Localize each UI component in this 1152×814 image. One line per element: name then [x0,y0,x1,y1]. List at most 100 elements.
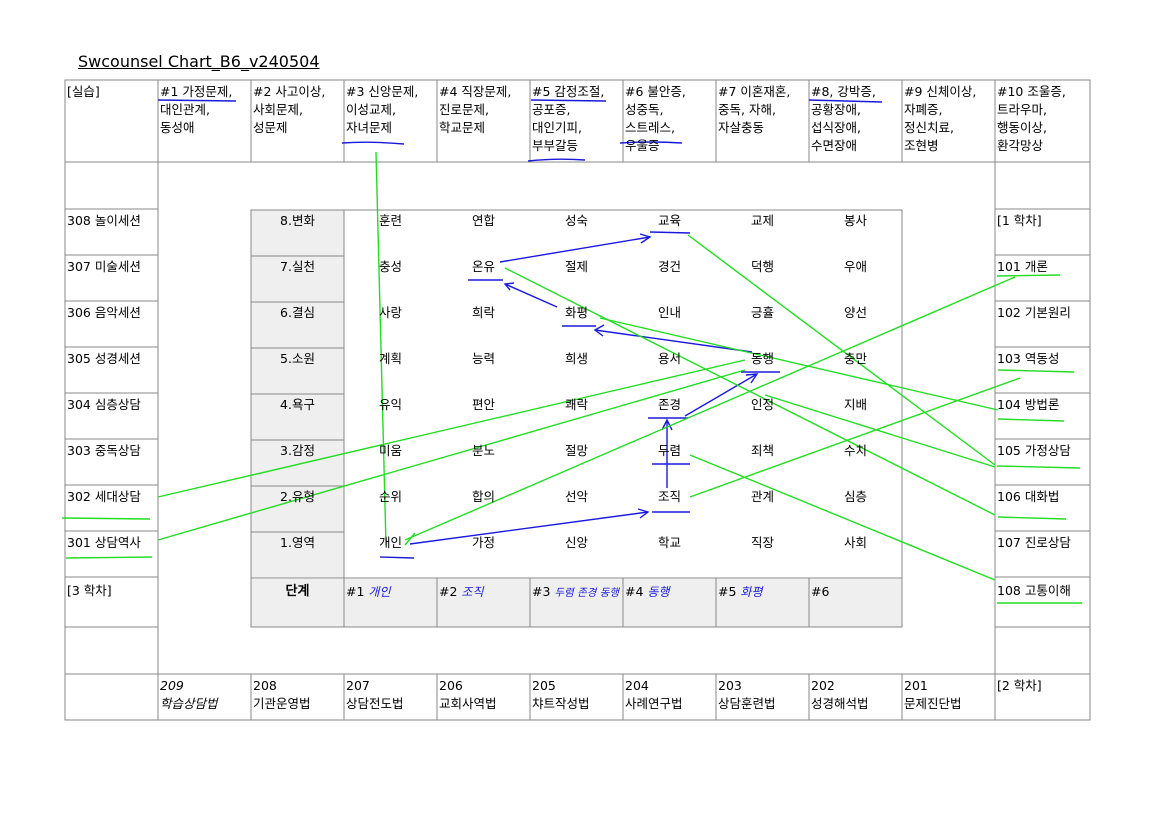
blue-arrows [409,233,759,545]
green-lines [61,151,1082,604]
right-course-104: 104 방법론 [997,397,1060,412]
grid-lines [64,79,1091,721]
stage-2-note: 조직 [461,585,484,599]
bottom-course-203: 203 상담훈련법 [718,678,776,711]
matrix-cell: 선악 [564,489,588,504]
matrix-cell: 성숙 [564,213,588,228]
matrix-cell: 죄책 [750,443,774,458]
matrix-cell: 용서 [657,351,681,366]
matrix-cell: 심층 [843,489,867,504]
stage-3: #3 두렴 존경 동행 [532,584,620,599]
left-course-301: 301 상담역사 [67,535,141,550]
stage-row-shade [251,579,902,627]
matrix-cell: 온유 [471,259,495,274]
blue-underlines [157,99,883,559]
bottom-course-209: 209 학습상담법 [160,678,218,711]
matrix-cell: 개인 [378,535,402,550]
document-title: Swcounsel Chart_B6_v240504 [78,52,320,71]
matrix-cell: 절제 [564,259,588,274]
matrix-cell: 신앙 [564,535,588,550]
matrix-cell: 경건 [657,259,681,274]
level-8: 8.변화 [280,213,315,228]
stage-1: #1 개인 [346,584,391,599]
right-course-108: 108 고통이해 [997,583,1071,598]
stage-4-note: 동행 [647,585,670,599]
matrix-cell: 충성 [378,259,402,274]
left-course-307: 307 미술세션 [67,259,141,274]
left-course-308: 308 놀이세션 [67,213,141,228]
matrix-cell: 덕행 [750,259,774,274]
matrix-cell: 희락 [471,305,495,320]
right-course-102: 102 기본원리 [997,305,1071,320]
left-course-303: 303 중독상담 [67,443,141,458]
bottom-course-204: 204 사례연구법 [625,678,683,711]
matrix-cell: 사회 [843,535,867,550]
matrix-cell: 관계 [750,489,774,504]
matrix-cell: 학교 [657,535,681,550]
issue-group-1: #1 가정문제, 대인관계, 동성애 [160,84,233,135]
matrix-cell: 조직 [657,489,681,504]
matrix-cell: 분노 [471,443,495,458]
issue-group-5: #5 감정조절, 공포증, 대인기피, 부부갈등 [532,84,605,153]
matrix-cell: 지배 [843,397,867,412]
issue-group-7: #7 이혼재혼, 중독, 자해, 자살충동 [718,84,791,135]
matrix-cell: 연합 [471,213,495,228]
issue-group-6: #6 불안증, 성중독, 스트레스, 우울증 [625,84,686,153]
level-2: 2.유형 [280,489,315,504]
issue-group-3: #3 신앙문제, 이성교제, 자녀문제 [346,84,419,135]
bottom-course-208: 208 기관운영법 [253,678,311,711]
matrix-cell: 수치 [843,443,867,458]
matrix-cell: 우애 [843,259,867,274]
matrix-cell: 봉사 [843,213,867,228]
stage-label: 단계 [285,584,310,599]
issue-group-4: #4 직장문제, 진로문제, 학교문제 [439,84,512,135]
issue-group-10: #10 조울증, 트라우마, 행동이상, 환각망상 [997,84,1066,153]
bottom-course-201: 201 문제진단법 [904,678,962,711]
matrix-cell: 동행 [750,351,774,366]
term-1-label: [1 학차] [997,213,1042,228]
matrix-cell: 순위 [378,489,402,504]
matrix-cell: 인정 [750,397,774,412]
matrix-cell: 교육 [657,213,681,228]
matrix-cell: 쾌락 [564,397,588,412]
matrix-cell: 능력 [471,351,495,366]
left-course-304: 304 심층상담 [67,397,141,412]
matrix-cell: 유익 [378,397,402,412]
matrix-cell: 충만 [843,351,867,366]
matrix-cell: 두렴 [657,443,681,458]
issue-group-9: #9 신체이상, 자폐증, 정신치료, 조현병 [904,84,977,153]
matrix-cell: 편안 [471,397,495,412]
matrix-cell: 직장 [750,535,774,550]
level-4: 4.욕구 [280,397,315,412]
matrix-cell: 존경 [657,397,681,412]
issue-group-8: #8, 강박증, 공황장애, 섭식장애, 수면장애 [811,84,876,153]
matrix-cell: 미움 [378,443,402,458]
matrix-cell: 계획 [378,351,402,366]
bottom-course-202: 202 성경해석법 [811,678,869,711]
stage-5-note: 화평 [740,585,763,599]
bottom-course-207: 207 상담전도법 [346,678,404,711]
term-2-label: [2 학차] [997,678,1042,693]
matrix-cell: 희생 [564,351,588,366]
practicum-header: [실습] [67,84,100,99]
level-1: 1.영역 [280,535,315,550]
stage-3-note: 두렴 존경 동행 [554,587,620,599]
left-course-302: 302 세대상담 [67,489,141,504]
right-course-105: 105 가정상담 [997,443,1071,458]
matrix-cell: 사랑 [378,305,402,320]
issue-group-2: #2 사고이상, 사회문제, 성문제 [253,84,326,135]
bottom-course-205: 205 챠트작성법 [532,678,590,711]
matrix-cell: 인내 [657,305,681,320]
level-7: 7.실천 [280,259,315,274]
level-5: 5.소원 [280,351,315,366]
matrix-cell: 가정 [471,535,495,550]
level-6: 6.결심 [280,305,315,320]
matrix-cell: 양선 [843,305,867,320]
matrix-cell: 훈련 [378,213,402,228]
stage-4: #4 동행 [625,584,670,599]
right-course-106: 106 대화법 [997,489,1060,504]
term-3-label: [3 학차] [67,583,112,598]
matrix-cell: 긍휼 [750,305,774,320]
right-course-101: 101 개론 [997,259,1048,274]
